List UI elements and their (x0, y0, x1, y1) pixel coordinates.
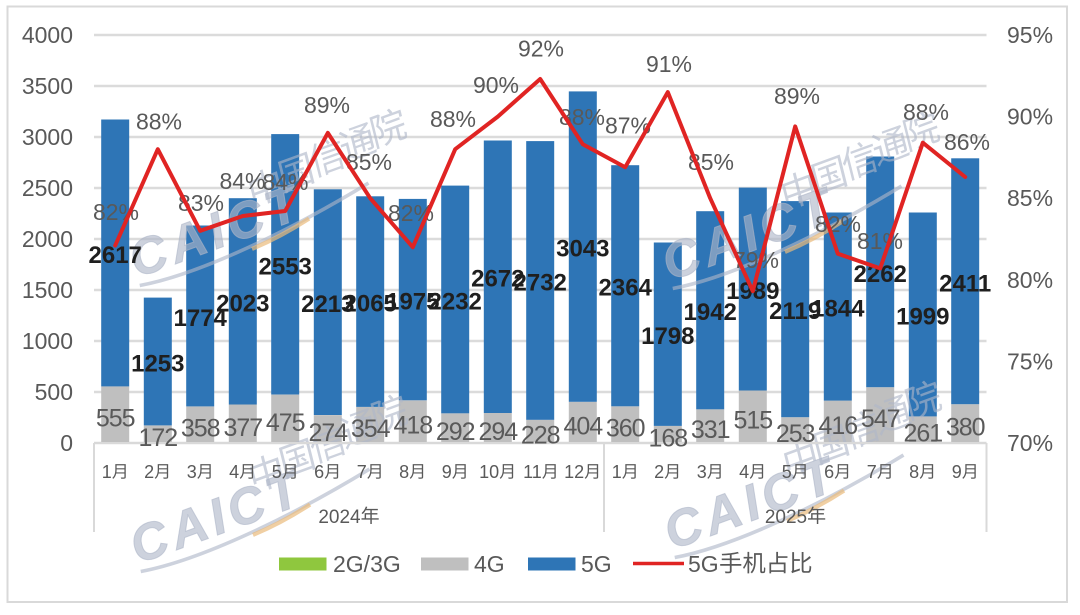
svg-text:418: 418 (393, 412, 432, 440)
svg-text:2023: 2023 (216, 290, 269, 317)
svg-text:2024: 2024 (318, 507, 361, 528)
svg-text:9: 9 (442, 462, 452, 482)
svg-text:274: 274 (308, 419, 348, 447)
svg-text:12: 12 (564, 462, 584, 482)
svg-text:292: 292 (436, 418, 475, 446)
svg-text:88%: 88% (136, 109, 182, 135)
svg-text:6: 6 (824, 462, 834, 482)
svg-text:10: 10 (479, 462, 499, 482)
svg-text:1999: 1999 (896, 303, 949, 330)
svg-text:1975: 1975 (386, 289, 439, 316)
svg-text:80%: 80% (1007, 267, 1053, 293)
svg-text:1: 1 (102, 462, 112, 482)
svg-text:4000: 4000 (22, 22, 73, 48)
svg-text:360: 360 (606, 415, 645, 443)
svg-text:92%: 92% (518, 36, 564, 62)
svg-text:515: 515 (733, 407, 772, 435)
svg-text:3: 3 (187, 462, 197, 482)
svg-text:294: 294 (478, 418, 518, 446)
svg-text:377: 377 (223, 414, 262, 442)
svg-text:91%: 91% (646, 51, 692, 77)
svg-text:2119: 2119 (769, 298, 821, 325)
svg-text:2732: 2732 (514, 269, 567, 296)
svg-text:2: 2 (144, 462, 154, 482)
svg-text:1844: 1844 (811, 296, 865, 323)
svg-text:2213: 2213 (301, 291, 354, 318)
svg-text:89%: 89% (774, 83, 820, 109)
svg-text:555: 555 (96, 405, 135, 433)
svg-text:380: 380 (946, 414, 985, 442)
svg-text:6: 6 (314, 462, 324, 482)
svg-text:354: 354 (351, 415, 391, 443)
svg-text:2364: 2364 (599, 275, 653, 302)
svg-text:4G: 4G (474, 551, 505, 577)
svg-text:88%: 88% (903, 99, 949, 125)
svg-text:2232: 2232 (429, 288, 482, 315)
svg-text:331: 331 (691, 416, 730, 444)
svg-text:5G: 5G (688, 551, 719, 577)
svg-text:7: 7 (357, 462, 367, 482)
svg-text:500: 500 (35, 379, 73, 405)
svg-text:75%: 75% (1007, 348, 1053, 374)
svg-text:5G: 5G (581, 551, 612, 577)
svg-text:9: 9 (952, 462, 962, 482)
svg-text:70%: 70% (1007, 430, 1053, 456)
svg-text:2065: 2065 (344, 291, 397, 318)
svg-text:261: 261 (903, 420, 942, 448)
svg-text:2000: 2000 (22, 226, 73, 252)
svg-text:85%: 85% (1007, 185, 1053, 211)
svg-text:88%: 88% (430, 106, 476, 132)
svg-text:2500: 2500 (22, 175, 73, 201)
svg-text:4: 4 (739, 462, 749, 482)
svg-text:11: 11 (523, 462, 542, 482)
svg-text:1798: 1798 (641, 323, 694, 350)
svg-text:5: 5 (782, 462, 792, 482)
svg-text:2G/3G: 2G/3G (333, 551, 401, 577)
svg-text:1942: 1942 (684, 299, 737, 326)
svg-text:89%: 89% (304, 92, 350, 118)
svg-text:168: 168 (648, 424, 687, 452)
svg-text:84%: 84% (219, 168, 265, 194)
svg-text:8: 8 (909, 462, 919, 482)
svg-text:416: 416 (818, 412, 857, 440)
svg-text:1: 1 (612, 462, 622, 482)
svg-text:404: 404 (563, 412, 603, 440)
svg-text:86%: 86% (944, 129, 990, 155)
svg-text:90%: 90% (473, 72, 519, 98)
svg-text:2553: 2553 (259, 253, 312, 280)
svg-text:7: 7 (867, 462, 877, 482)
svg-text:3500: 3500 (22, 73, 73, 99)
svg-text:81%: 81% (857, 228, 903, 254)
svg-text:90%: 90% (1007, 104, 1053, 130)
svg-text:2411: 2411 (939, 270, 991, 297)
svg-text:95%: 95% (1007, 22, 1053, 48)
svg-text:5: 5 (272, 462, 282, 482)
svg-text:475: 475 (266, 409, 305, 437)
svg-text:1000: 1000 (22, 328, 73, 354)
svg-text:1500: 1500 (22, 277, 73, 303)
svg-text:1774: 1774 (174, 305, 228, 332)
svg-text:547: 547 (861, 405, 900, 433)
svg-text:228: 228 (521, 421, 560, 449)
svg-text:8: 8 (399, 462, 409, 482)
svg-text:3043: 3043 (556, 236, 609, 263)
svg-text:1253: 1253 (131, 351, 184, 378)
svg-text:3: 3 (697, 462, 707, 482)
svg-text:253: 253 (776, 420, 815, 448)
svg-text:2: 2 (654, 462, 664, 482)
svg-text:4: 4 (229, 462, 239, 482)
svg-text:0: 0 (60, 430, 73, 456)
svg-text:2672: 2672 (471, 266, 524, 293)
svg-text:2025: 2025 (765, 507, 807, 528)
svg-text:172: 172 (138, 424, 177, 452)
svg-text:82%: 82% (815, 211, 861, 237)
svg-text:358: 358 (181, 415, 220, 443)
svg-text:3000: 3000 (22, 124, 73, 150)
